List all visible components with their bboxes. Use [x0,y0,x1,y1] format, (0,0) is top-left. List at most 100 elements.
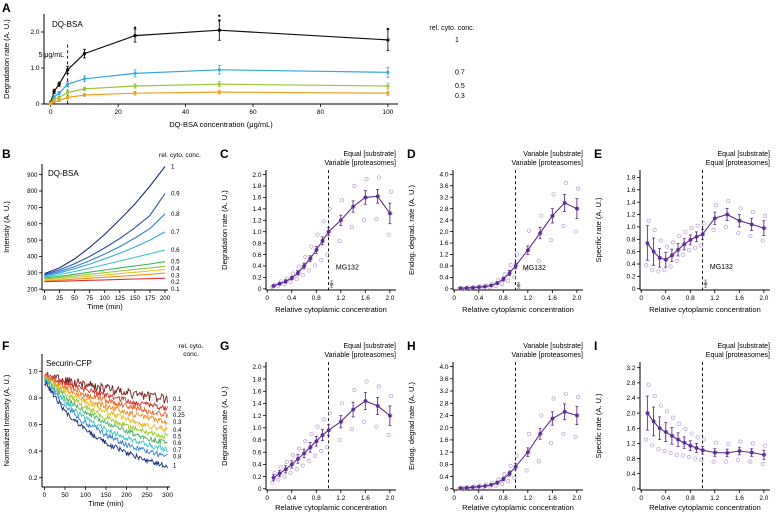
svg-text:100: 100 [80,492,91,499]
svg-text:0.7: 0.7 [171,229,180,236]
panel-i-chart: 0 0.4 0.8 1.2 1.6 2.0 0 0.4 0.8 1.2 1.6 2.0 2.4 2.8 3.… [594,343,770,512]
svg-text:200: 200 [121,492,132,499]
svg-text:Time (min): Time (min) [87,302,123,311]
svg-text:300: 300 [162,492,173,499]
svg-text:0.4: 0.4 [474,495,483,502]
svg-text:0.4: 0.4 [626,261,635,268]
svg-text:0: 0 [452,495,456,502]
svg-text:1: 1 [173,464,177,470]
svg-text:rel. cyto. conc.: rel. cyto. conc. [429,25,474,32]
svg-text:1.8: 1.8 [626,175,635,182]
svg-text:0.8: 0.8 [499,295,508,302]
svg-text:2.0: 2.0 [30,29,39,36]
svg-text:0.8: 0.8 [312,295,321,302]
panel-a: A 0 20 40 60 80 100 0 1.0 2.0 DQ-BSA concentratio… [0,0,500,146]
panel-f-label: F [2,339,10,353]
svg-text:1.2: 1.2 [252,217,261,224]
svg-text:0.2: 0.2 [626,274,635,281]
svg-text:0.6: 0.6 [171,247,180,254]
svg-text:700: 700 [27,205,38,212]
svg-text:3.2: 3.2 [439,388,448,395]
svg-text:0.4: 0.4 [661,295,670,302]
svg-text:200: 200 [27,286,38,293]
svg-text:1.6: 1.6 [735,495,744,502]
svg-text:175: 175 [145,295,156,302]
svg-text:0: 0 [632,286,636,293]
svg-text:0: 0 [265,295,269,302]
svg-text:0.8: 0.8 [312,495,321,502]
svg-text:2.0: 2.0 [439,229,448,236]
svg-text:1.2: 1.2 [439,449,448,456]
svg-text:0: 0 [36,101,40,108]
svg-text:Variable [proteasomes]: Variable [proteasomes] [325,160,397,167]
svg-text:0.8: 0.8 [626,236,635,243]
svg-text:2.0: 2.0 [252,364,261,371]
svg-text:Relative cytoplamic concentrat: Relative cytoplamic concentration [275,305,387,314]
panel-b-label: B [2,147,11,161]
svg-text:1.4: 1.4 [252,206,261,213]
svg-text:conc.: conc. [183,351,199,358]
svg-text:1.0: 1.0 [28,368,37,375]
svg-text:1: 1 [171,163,175,170]
panel-c: C 0 0.4 0.8 1.2 1.6 2.0 0 0.2 0.4 0.6 0.8 1.0 1.2 1.4… [218,146,405,338]
svg-text:1.6: 1.6 [548,295,557,302]
svg-text:0.2: 0.2 [173,407,182,413]
svg-text:100: 100 [100,295,111,302]
panel-h-chart: 0 0.4 0.8 1.2 1.6 2.0 0 0.4 0.8 1.2 1.6 2.0 2.4 2.8 3.… [407,343,583,512]
svg-text:20: 20 [115,109,123,116]
svg-text:1.2: 1.2 [523,495,532,502]
svg-text:Variable [proteasomes]: Variable [proteasomes] [325,352,397,359]
svg-text:0.8: 0.8 [626,456,635,463]
panel-i-label: I [594,339,598,353]
panel-b-chart: 0 25 50 75 100 125 150 175 200 200 300 400 500 600 700… [2,152,201,311]
svg-text:MG132: MG132 [336,264,359,271]
svg-text:2.0: 2.0 [385,495,394,502]
svg-text:Relative cytoplamic concentrat: Relative cytoplamic concentration [462,305,574,314]
panel-c-label: C [220,147,229,161]
svg-text:0.5: 0.5 [171,259,180,266]
svg-text:Degradation rate (A. U.): Degradation rate (A. U.) [220,386,229,466]
panel-f: F 0 50 100 150 200 250 300 0.2 0.4 0.6 0.8 1.0 Time … [0,338,218,518]
panel-g-chart: 0 0.4 0.8 1.2 1.6 2.0 0 0.2 0.4 0.6 0.8 1.0 1.2 1.4 1.… [220,343,397,512]
svg-text:0.8: 0.8 [252,240,261,247]
panel-h: H 0 0.4 0.8 1.2 1.6 2.0 0 0.4 0.8 1.2 1.6 2.0 2.4 2.8… [405,338,592,518]
svg-text:1.2: 1.2 [439,252,448,259]
svg-text:600: 600 [27,221,38,228]
svg-text:0: 0 [49,109,53,116]
svg-text:80: 80 [317,109,325,116]
svg-text:Equal [substrate]: Equal [substrate] [343,343,396,350]
svg-text:25: 25 [56,295,63,302]
svg-text:0.4: 0.4 [171,265,180,272]
svg-text:0.4: 0.4 [474,295,483,302]
svg-text:2.0: 2.0 [252,172,261,179]
svg-text:0: 0 [258,486,262,493]
svg-text:0.3: 0.3 [171,272,180,279]
svg-text:Endog. degrad rate (A. U.): Endog. degrad rate (A. U.) [407,382,416,470]
svg-text:0.5: 0.5 [173,434,182,440]
svg-text:3.2: 3.2 [439,194,448,201]
svg-text:3.2: 3.2 [626,365,635,372]
svg-text:0: 0 [445,486,449,493]
svg-text:Endog. degrad. rate (A. U.): Endog. degrad. rate (A. U.) [407,184,416,275]
svg-text:0: 0 [265,495,269,502]
svg-text:0.4: 0.4 [28,448,37,455]
svg-text:1.8: 1.8 [252,376,261,383]
svg-text:2.4: 2.4 [439,217,448,224]
svg-text:0: 0 [445,286,449,293]
svg-text:2.8: 2.8 [439,206,448,213]
svg-text:1.4: 1.4 [252,401,261,408]
svg-text:Time (min): Time (min) [88,499,124,508]
svg-text:2.8: 2.8 [439,400,448,407]
svg-text:1.0: 1.0 [626,224,635,231]
svg-text:Degradation rate (A. U.): Degradation rate (A. U.) [2,19,11,99]
svg-text:0.7: 0.7 [173,448,182,454]
svg-text:Variable [proteasomes]: Variable [proteasomes] [512,160,584,167]
svg-text:0.7: 0.7 [455,69,465,76]
svg-text:Equal [proteasomes]: Equal [proteasomes] [706,160,770,167]
svg-text:0.8: 0.8 [28,395,37,402]
panel-g: G 0 0.4 0.8 1.2 1.6 2.0 0 0.2 0.4 0.6 0.8 1.0 1.2 1.4… [218,338,405,518]
svg-text:MG132: MG132 [523,265,546,272]
svg-text:0.4: 0.4 [252,462,261,469]
svg-text:0.8: 0.8 [171,211,180,218]
svg-text:0.1: 0.1 [173,397,182,403]
